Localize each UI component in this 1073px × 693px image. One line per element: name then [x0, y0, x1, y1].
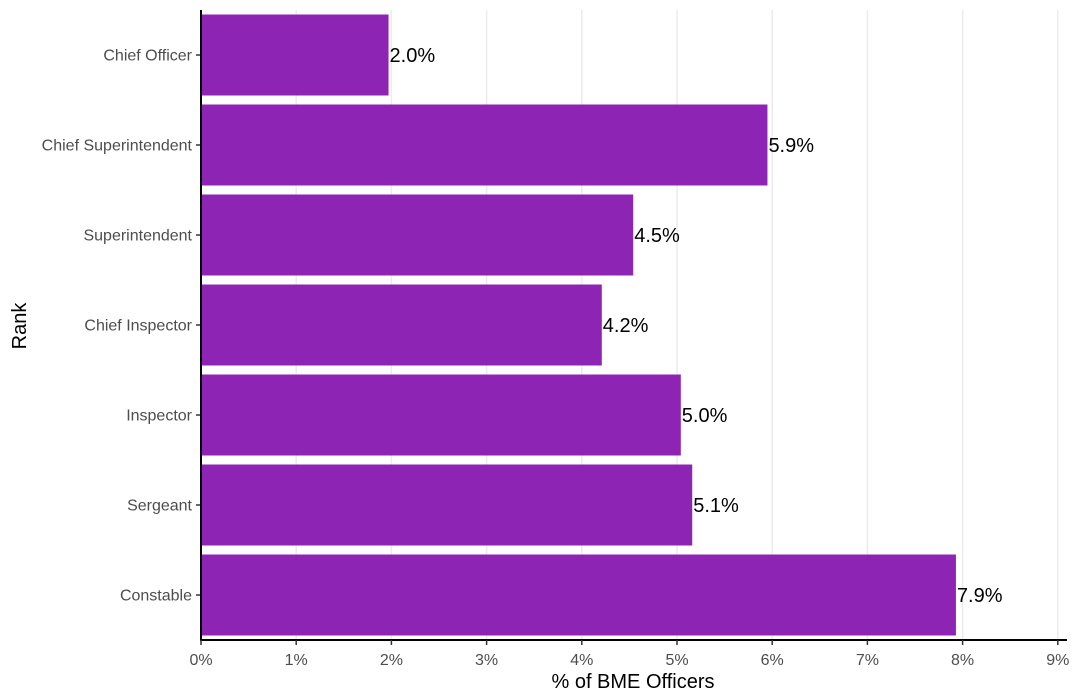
y-axis-title: Rank: [9, 302, 31, 350]
x-tick-label-2: 2%: [380, 652, 403, 669]
axes: Chief Officer Chief Superintendent Superin…: [42, 10, 1069, 669]
category-label-6: Constable: [120, 588, 192, 605]
data-label-5: 5.1%: [693, 495, 739, 517]
category-label-1: Chief Superintendent: [42, 138, 193, 155]
x-tick-label-9: 9%: [1046, 652, 1069, 669]
category-label-3: Chief Inspector: [84, 318, 192, 335]
data-label-2: 4.5%: [634, 225, 680, 247]
bar-0: [201, 14, 389, 96]
x-tick-label-0: 0%: [189, 652, 212, 669]
x-tick-label-1: 1%: [285, 652, 308, 669]
data-label-3: 4.2%: [603, 315, 649, 337]
x-tick-label-8: 8%: [951, 652, 974, 669]
bar-1: [201, 104, 768, 186]
data-label-4: 5.0%: [682, 405, 728, 427]
data-label-0: 2.0%: [390, 45, 436, 67]
data-label-6: 7.9%: [957, 585, 1003, 607]
data-label-1: 5.9%: [768, 135, 814, 157]
x-axis-title: % of BME Officers: [551, 671, 714, 693]
category-label-4: Inspector: [126, 408, 192, 425]
category-label-0: Chief Officer: [103, 48, 192, 65]
bar-2: [201, 194, 634, 276]
x-tick-label-5: 5%: [665, 652, 688, 669]
bar-3: [201, 284, 602, 366]
x-tick-label-4: 4%: [570, 652, 593, 669]
data-labels: 2.0% 5.9% 4.5% 4.2% 5.0% 5.1% 7.9%: [390, 45, 1003, 607]
bar-6: [201, 554, 956, 636]
category-label-2: Superintendent: [83, 228, 192, 245]
bars: [201, 14, 956, 636]
x-tick-label-3: 3%: [475, 652, 498, 669]
x-tick-label-7: 7%: [856, 652, 879, 669]
bar-4: [201, 374, 681, 456]
x-tick-label-6: 6%: [761, 652, 784, 669]
bar-5: [201, 464, 693, 546]
category-label-5: Sergeant: [127, 498, 192, 515]
